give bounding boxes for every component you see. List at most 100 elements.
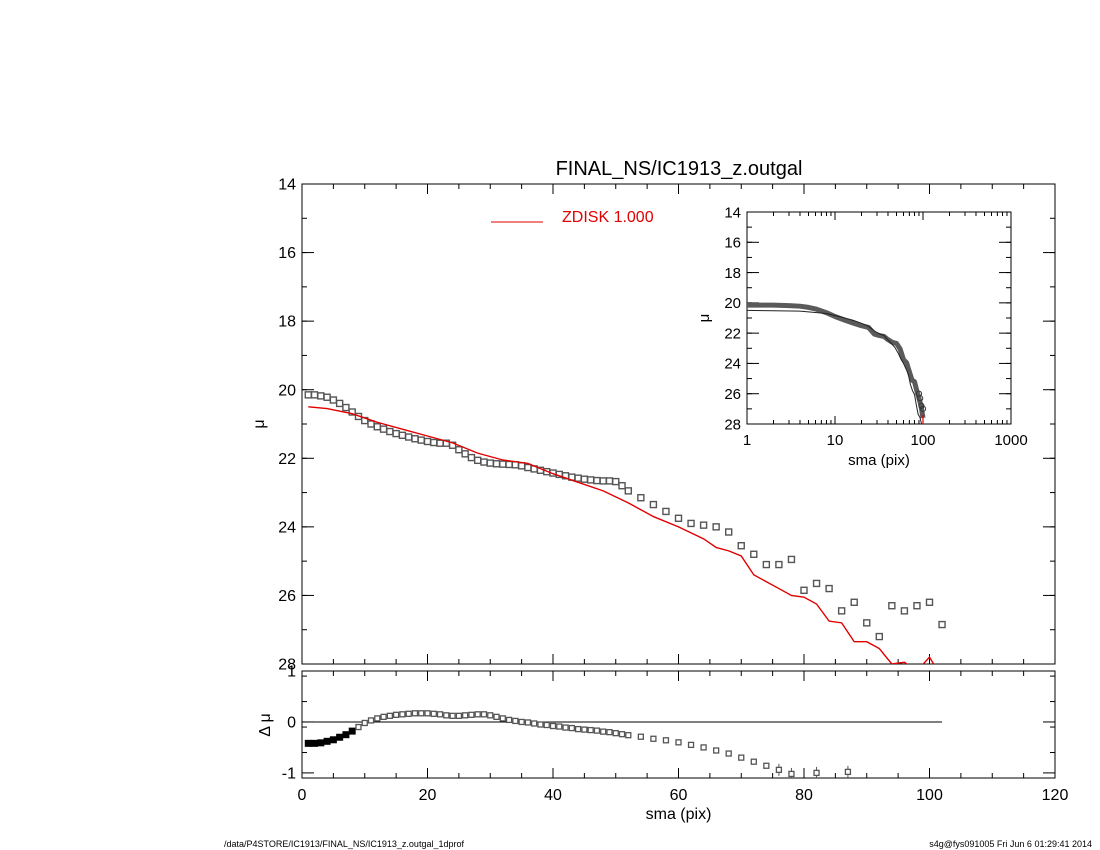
residual-y-axis-label: Δ μ (257, 713, 274, 736)
data-point (574, 474, 582, 482)
residual-point (418, 710, 425, 717)
inset-outer-point (919, 405, 927, 412)
residual-point (474, 711, 481, 718)
inset-model-line (747, 309, 923, 424)
data-point (605, 477, 614, 485)
residual-point (304, 739, 312, 747)
main-data (304, 391, 946, 664)
residual-x-tick-label: 100 (916, 787, 943, 804)
data-point (863, 619, 871, 627)
residual-point (775, 766, 783, 773)
residual-point (499, 715, 506, 722)
main-y-tick-label: 26 (278, 588, 296, 605)
data-point (461, 450, 469, 458)
data-point (800, 586, 808, 594)
data-point (467, 453, 476, 462)
residual-point (436, 711, 444, 718)
residual-point (713, 747, 720, 754)
data-point (662, 507, 670, 516)
inset-x-tick-label: 100 (910, 432, 935, 449)
residual-x-tick-label: 60 (670, 787, 688, 804)
residual-point (399, 711, 406, 718)
data-point (404, 433, 413, 441)
inset-y-tick-label: 20 (724, 295, 741, 312)
data-point (480, 458, 488, 466)
residual-point (562, 724, 569, 731)
footer-file-path: /data/P4STORE/IC1913/FINAL_NS/IC1913_z.o… (224, 839, 464, 849)
main-y-tick-label: 16 (278, 245, 296, 262)
main-y-tick-label: 28 (278, 657, 296, 674)
inset-outer-point (917, 395, 924, 402)
data-point (373, 423, 381, 431)
main-y-tick-label: 22 (278, 451, 296, 468)
inset-y-tick-label: 16 (724, 235, 741, 252)
residual-point (355, 723, 362, 731)
data-point (398, 431, 407, 440)
residual-point (493, 713, 500, 721)
data-point (423, 437, 432, 446)
residual-x-tick-label: 0 (298, 787, 307, 804)
residual-point (637, 733, 644, 740)
residual-point (675, 739, 682, 746)
data-point (367, 420, 375, 428)
residual-point (593, 727, 601, 734)
data-point (649, 500, 658, 509)
residual-point (524, 719, 532, 726)
inset-x-tick-label: 10 (827, 432, 844, 449)
main-y-tick-label: 20 (278, 382, 296, 399)
main-y-axis-label: μ (251, 419, 268, 428)
residual-point (574, 725, 582, 733)
residual-point (342, 731, 350, 739)
residual-point (600, 728, 607, 735)
data-point (900, 607, 909, 615)
residual-point (612, 730, 619, 737)
data-point (335, 399, 344, 408)
residual-point (405, 710, 412, 717)
residual-point (625, 732, 632, 739)
data-point (329, 396, 338, 404)
data-point (762, 560, 771, 569)
residual-point (581, 726, 588, 733)
inset-panel: 1 10 100 1000 14 16 18 20 22 24 26 28 sma (pix) μ (696, 204, 1028, 469)
data-point (392, 429, 400, 438)
data-point (323, 393, 331, 401)
model-line (308, 406, 935, 664)
data-point (348, 408, 356, 416)
data-point (612, 477, 620, 486)
residual-point (531, 720, 538, 727)
data-point (317, 392, 325, 400)
data-point (888, 602, 896, 610)
data-point (850, 598, 858, 606)
residual-point (518, 718, 525, 726)
residual-point (380, 713, 387, 721)
residual-point (455, 712, 463, 719)
residual-point (430, 710, 437, 717)
residual-point (844, 768, 852, 776)
residual-point (662, 737, 670, 744)
residual-point (750, 758, 757, 765)
data-point (624, 487, 632, 495)
data-point (825, 584, 833, 593)
inset-frame (746, 211, 1012, 425)
inset-y-tick-label: 22 (724, 325, 741, 342)
chart-title: FINAL_NS/IC1913_z.outgal (556, 158, 803, 180)
residual-point (788, 770, 795, 778)
data-point (593, 476, 601, 485)
residual-point (348, 727, 356, 735)
residual-x-tick-label: 20 (419, 787, 437, 804)
residual-point (505, 716, 513, 724)
residual-point (543, 721, 550, 729)
residual-point (487, 712, 494, 719)
data-point (699, 521, 708, 529)
data-point (436, 439, 444, 447)
data-point (938, 620, 946, 629)
x-axis-label: sma (pix) (646, 806, 712, 823)
legend-label: ZDISK 1.000 (562, 209, 654, 226)
data-point (304, 391, 312, 399)
residual-point (317, 739, 325, 747)
residual-x-tick-label: 120 (1042, 787, 1069, 804)
residual-point (480, 711, 488, 718)
data-point (674, 514, 683, 522)
inset-data (747, 302, 927, 424)
data-point (925, 598, 934, 606)
